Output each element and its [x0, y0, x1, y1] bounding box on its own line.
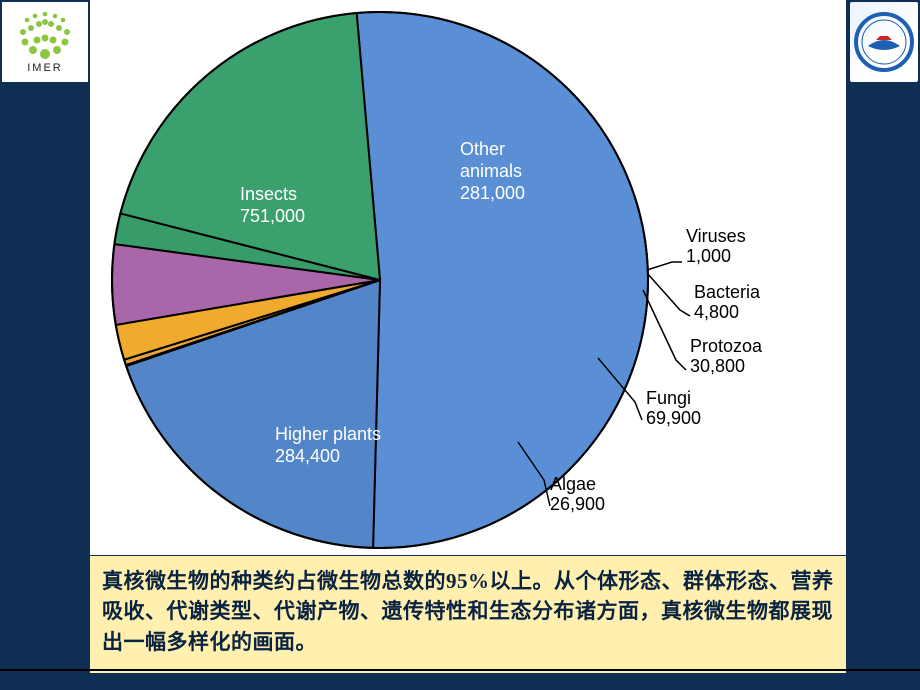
ext-label-bacteria: Bacteria4,800 — [694, 282, 761, 322]
species-pie-chart: Insects751,000Otheranimals281,000Higher … — [90, 0, 846, 555]
ext-label-protozoa: Protozoa30,800 — [690, 336, 763, 376]
chart-panel: Insects751,000Otheranimals281,000Higher … — [90, 0, 846, 555]
logo-right — [850, 2, 918, 82]
ext-label-viruses: Viruses1,000 — [686, 226, 746, 266]
hust-logo-icon — [854, 6, 914, 78]
ext-label-fungi: Fungi69,900 — [646, 388, 701, 428]
logo-left-caption: IMER — [27, 62, 63, 74]
slide: IMER Insects751,000Otheranimals281,000Hi… — [0, 0, 920, 690]
slice-insects — [357, 12, 648, 548]
logo-left: IMER — [2, 2, 88, 82]
caption-box: 真核微生物的种类约占微生物总数的95%以上。从个体形态、群体形态、营养吸收、代谢… — [90, 556, 846, 673]
leader-line — [647, 273, 690, 316]
ext-label-algae: Algae26,900 — [550, 474, 605, 514]
leader-line — [643, 290, 686, 370]
imer-logo-icon — [15, 10, 75, 60]
leader-line — [647, 262, 682, 270]
caption-text: 真核微生物的种类约占微生物总数的95%以上。从个体形态、群体形态、营养吸收、代谢… — [102, 569, 834, 654]
bottom-divider — [0, 669, 920, 671]
